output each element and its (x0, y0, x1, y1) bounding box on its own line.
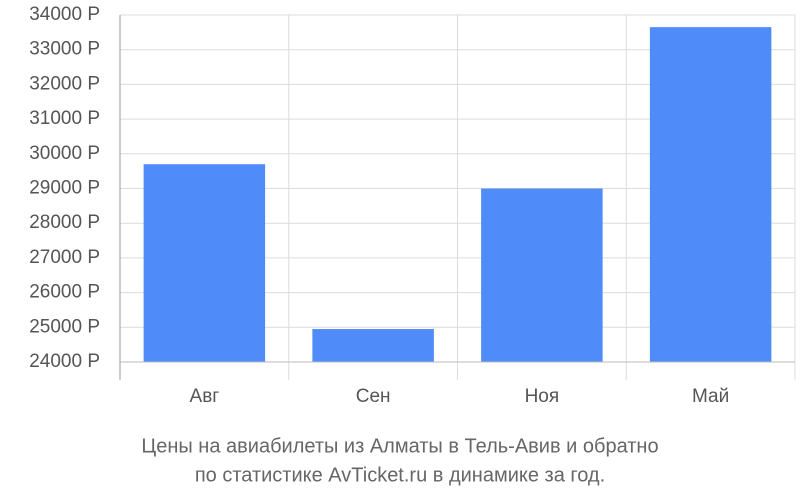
x-tick-label: Май (692, 386, 729, 407)
bar (312, 329, 434, 362)
y-tick-label: 34000 Р (29, 4, 100, 25)
x-tick-label: Авг (190, 386, 220, 407)
y-tick-label: 31000 Р (29, 108, 100, 129)
y-tick-label: 28000 Р (29, 212, 100, 233)
y-tick-label: 26000 Р (29, 282, 100, 303)
y-tick-label: 25000 Р (29, 316, 100, 337)
chart-title: по статистике AvTicket.ru в динамике за … (195, 464, 605, 486)
bar (481, 188, 603, 362)
y-tick-label: 33000 Р (29, 39, 100, 60)
bar (143, 164, 266, 362)
y-tick-label: 29000 Р (29, 178, 100, 199)
x-tick-label: Сен (356, 386, 391, 407)
y-tick-label: 32000 Р (29, 73, 100, 94)
x-tick-label: Ноя (525, 386, 560, 407)
y-tick-label: 27000 Р (29, 247, 100, 268)
y-tick-label: 24000 Р (29, 351, 100, 372)
y-tick-label: 30000 Р (29, 143, 100, 164)
chart-title: Цены на авиабилеты из Алматы в Тель-Авив… (141, 435, 658, 457)
bar (649, 27, 772, 363)
